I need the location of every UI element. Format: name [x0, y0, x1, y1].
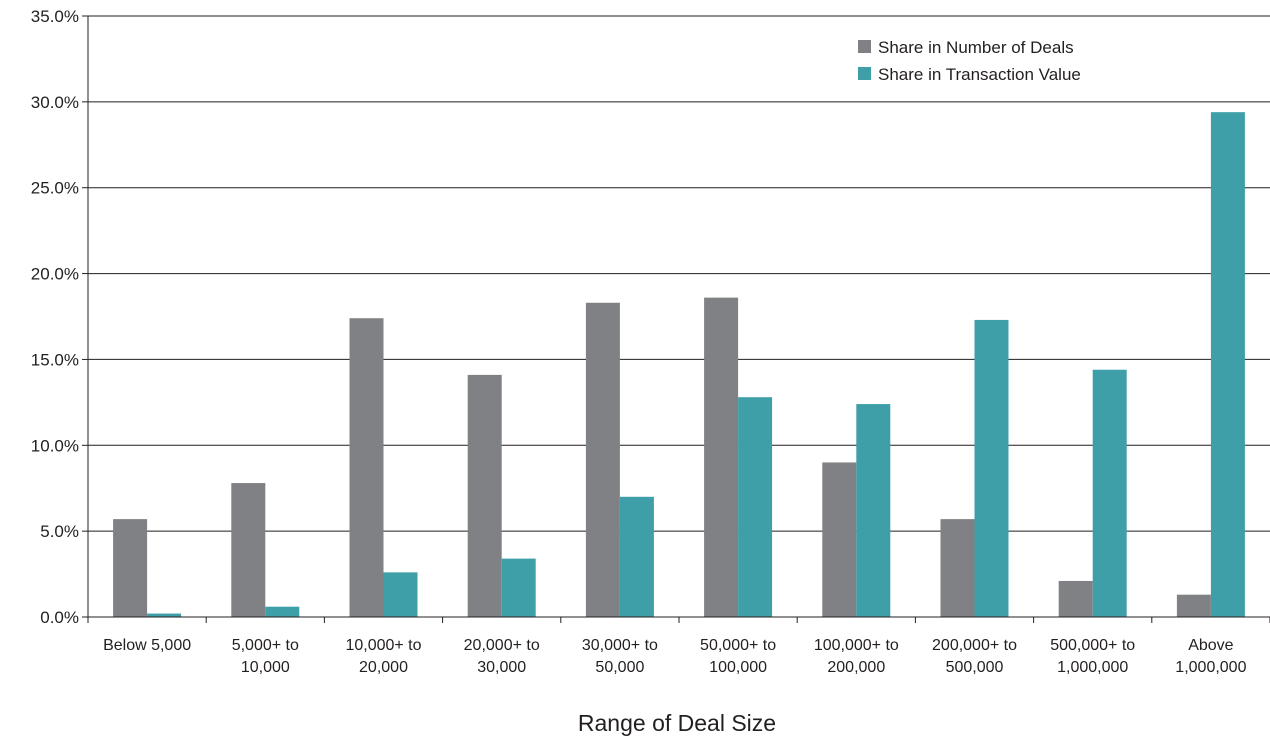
gridlines [88, 15, 1270, 532]
x-category-label: 100,000+ to [814, 637, 899, 654]
y-tick-label: 25.0% [31, 179, 79, 198]
x-category-label: 20,000+ to [464, 637, 540, 654]
y-tick-label: 0.0% [40, 608, 79, 627]
x-category-label: 200,000+ to [932, 637, 1017, 654]
bar-transaction-value [265, 606, 300, 617]
bar-number-of-deals [585, 302, 620, 617]
bar-number-of-deals [231, 483, 266, 617]
bar-transaction-value [1092, 369, 1127, 617]
x-category-label: 20,000 [359, 659, 408, 676]
legend-label-transaction-value: Share in Transaction Value [878, 65, 1081, 84]
x-category-label: 5,000+ to [232, 637, 299, 654]
bar-number-of-deals [349, 318, 384, 617]
bar-transaction-value [856, 404, 891, 617]
axes [82, 15, 1270, 623]
bar-transaction-value [738, 397, 773, 617]
x-category-label: 10,000 [241, 659, 290, 676]
x-category-label: 1,000,000 [1175, 659, 1246, 676]
bar-transaction-value [383, 572, 418, 617]
x-category-label: 1,000,000 [1057, 659, 1128, 676]
x-category-label: 500,000+ to [1050, 637, 1135, 654]
bar-number-of-deals [822, 462, 857, 617]
y-tick-label: 10.0% [31, 436, 79, 455]
bar-number-of-deals [113, 519, 148, 617]
bar-transaction-value [619, 496, 654, 617]
legend-label-number-of-deals: Share in Number of Deals [878, 38, 1074, 57]
legend-swatch-transaction-value [858, 67, 871, 80]
x-category-label: 50,000+ to [700, 637, 776, 654]
x-category-label: 30,000+ to [582, 637, 658, 654]
bar-transaction-value [974, 319, 1009, 617]
bar-number-of-deals [704, 297, 739, 617]
y-tick-label: 35.0% [31, 7, 79, 26]
x-category-label: Above [1188, 637, 1233, 654]
legend-swatch-number-of-deals [858, 40, 871, 53]
bar-transaction-value [147, 613, 182, 617]
bar-number-of-deals [467, 374, 502, 617]
legend: Share in Number of Deals Share in Transa… [858, 38, 1081, 84]
bar-transaction-value [1210, 112, 1245, 617]
x-axis-title: Range of Deal Size [578, 710, 776, 736]
x-category-label: 100,000 [709, 659, 767, 676]
x-category-label: 50,000 [595, 659, 644, 676]
bars [113, 112, 1245, 617]
bar-number-of-deals [940, 519, 975, 617]
tick-labels: 0.0% 5.0% 10.0% 15.0% 20.0% 25.0% 30.0% 35.0% Be… [31, 7, 1247, 676]
y-tick-label: 30.0% [31, 93, 79, 112]
x-category-label: Below 5,000 [103, 637, 191, 654]
x-category-label: 500,000 [946, 659, 1004, 676]
y-tick-label: 5.0% [40, 522, 79, 541]
bar-transaction-value [501, 558, 536, 617]
y-tick-label: 15.0% [31, 350, 79, 369]
x-category-label: 30,000 [477, 659, 526, 676]
x-category-label: 200,000 [827, 659, 885, 676]
bar-number-of-deals [1176, 594, 1211, 617]
y-tick-label: 20.0% [31, 265, 79, 284]
bar-number-of-deals [1058, 580, 1093, 617]
x-category-label: 10,000+ to [345, 637, 421, 654]
